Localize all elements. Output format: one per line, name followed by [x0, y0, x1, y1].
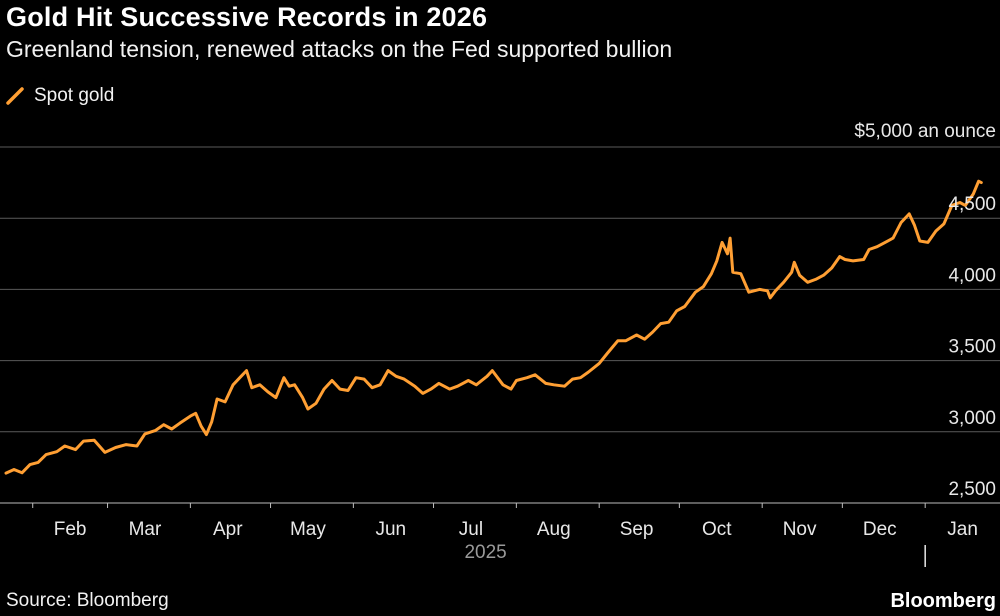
source-note: Source: Bloomberg	[6, 590, 169, 611]
y-tick-label-2500: 2,500	[948, 479, 996, 500]
bloomberg-logo: Bloomberg	[890, 590, 996, 612]
grid-layer	[0, 146, 1000, 504]
x-tick-label-aug: Aug	[537, 519, 571, 540]
x-year-label: 2025	[464, 542, 506, 563]
x-tick-label-mar: Mar	[129, 519, 162, 540]
x-tick-label-feb: Feb	[54, 519, 87, 540]
axis-layer	[32, 503, 926, 567]
legend-label-spot-gold: Spot gold	[34, 85, 115, 106]
x-tick-label-apr: Apr	[213, 519, 243, 540]
chart-legend: Spot gold	[6, 84, 114, 108]
y-unit-label: $5,000 an ounce	[854, 121, 996, 142]
x-tick-label-jun: Jun	[375, 519, 406, 540]
x-tick-label-nov: Nov	[783, 519, 817, 540]
y-tick-label-3500: 3,500	[948, 337, 996, 358]
x-tick-label-jan: Jan	[947, 519, 978, 540]
series-layer	[4, 179, 983, 475]
x-tick-label-sep: Sep	[620, 519, 654, 540]
y-tick-label-3000: 3,000	[948, 408, 996, 429]
chart-subtitle: Greenland tension, renewed attacks on th…	[6, 36, 673, 62]
label-layer: 2,500 3,000 3,500 4,000 4,500 $5,000 an ounce…	[54, 121, 996, 563]
x-tick-label-may: May	[290, 519, 326, 540]
y-tick-label-4000: 4,000	[948, 265, 996, 286]
series-line-spot-gold	[4, 179, 983, 475]
x-tick-label-jul: Jul	[459, 519, 483, 540]
x-tick-label-dec: Dec	[863, 519, 897, 540]
y-tick-label-4500: 4,500	[948, 194, 996, 215]
x-tick-label-oct: Oct	[702, 519, 732, 540]
legend-line-icon	[6, 87, 24, 105]
chart-title: Gold Hit Successive Records in 2026	[6, 2, 488, 32]
